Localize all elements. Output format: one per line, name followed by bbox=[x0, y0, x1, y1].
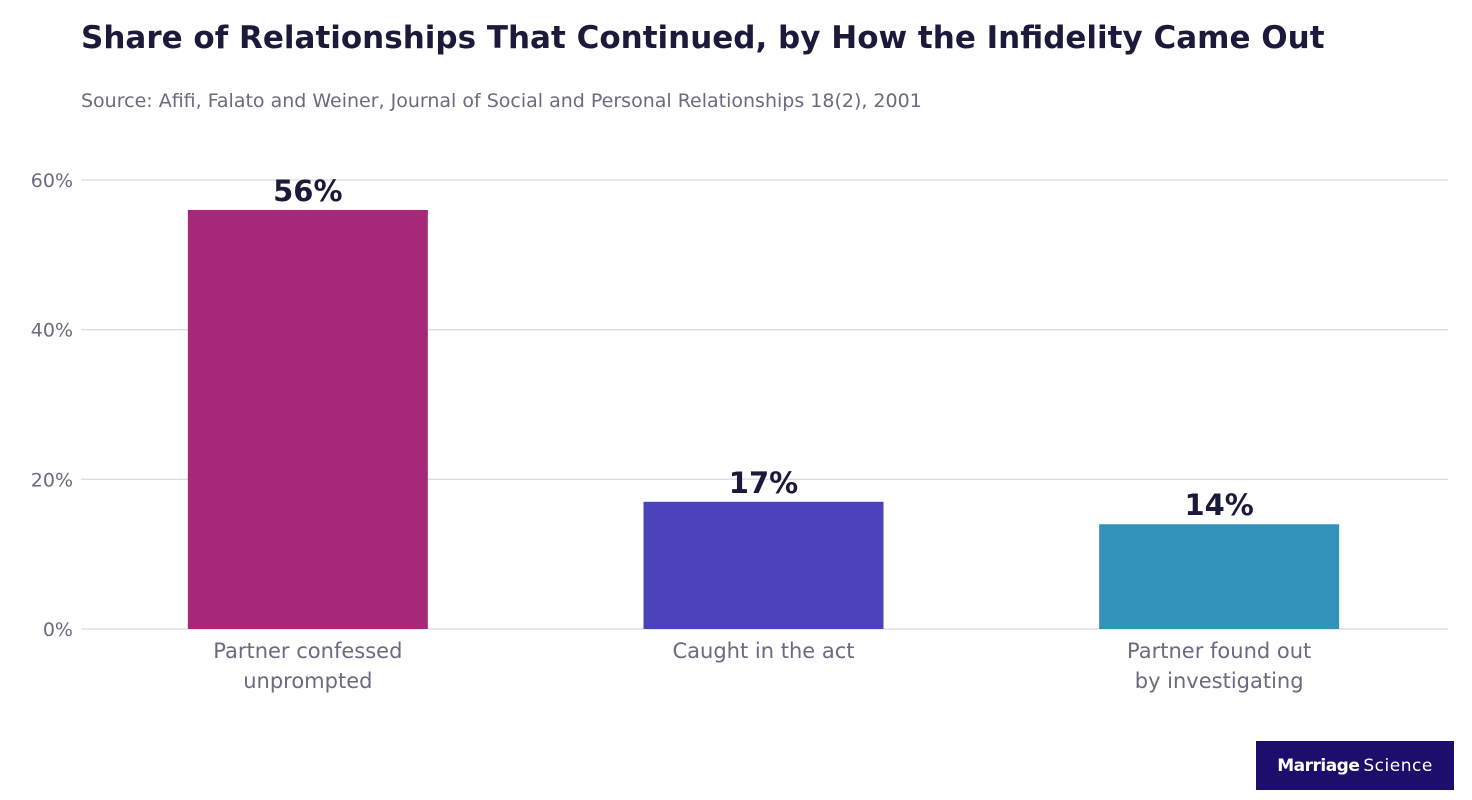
x-tick-label: Partner confessed bbox=[213, 639, 402, 663]
brand-name-part1: Marriage bbox=[1277, 755, 1360, 776]
bar bbox=[1099, 524, 1340, 629]
y-tick-label: 60% bbox=[31, 170, 73, 192]
y-axis-ticks: 0% 20% 40% 60% bbox=[31, 170, 73, 641]
y-tick-label: 0% bbox=[43, 619, 73, 641]
brand-name-part2: Science bbox=[1363, 755, 1433, 776]
bar bbox=[643, 501, 884, 629]
data-label: 17% bbox=[729, 466, 798, 500]
x-tick-label: by investigating bbox=[1135, 669, 1304, 693]
bars bbox=[187, 209, 1340, 629]
y-tick-label: 20% bbox=[31, 469, 73, 491]
y-tick-label: 40% bbox=[31, 320, 73, 342]
chart-subtitle: Source: Afifi, Falato and Weiner, Journa… bbox=[81, 90, 922, 112]
bar bbox=[187, 209, 428, 629]
x-tick-label: Caught in the act bbox=[673, 639, 855, 663]
x-axis-ticks: Partner confessed unprompted Caught in the… bbox=[213, 639, 1311, 693]
x-tick-label: Partner found out bbox=[1127, 639, 1311, 663]
data-label: 14% bbox=[1184, 488, 1253, 522]
x-tick-label: unprompted bbox=[243, 669, 372, 693]
data-label: 56% bbox=[273, 174, 342, 208]
data-labels: 56% 17% 14% bbox=[273, 174, 1254, 522]
brand-logo: Marriage Science bbox=[1256, 741, 1454, 790]
chart-title: Share of Relationships That Continued, b… bbox=[81, 20, 1325, 56]
